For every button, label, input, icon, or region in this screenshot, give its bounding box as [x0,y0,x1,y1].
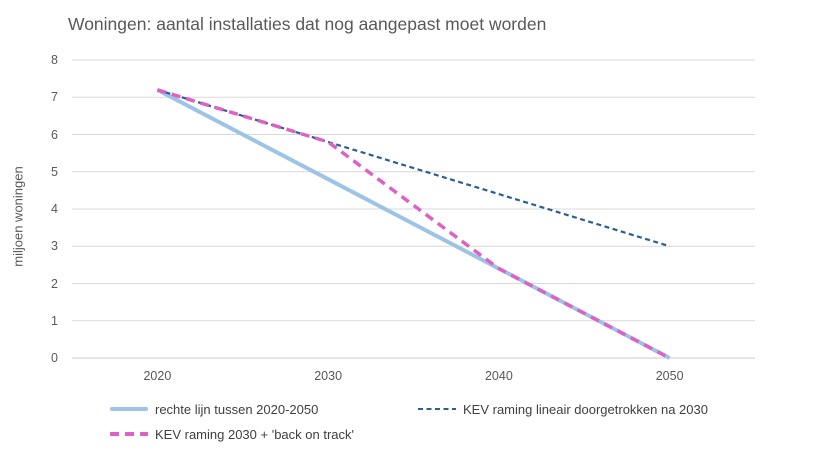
chart-title: Woningen: aantal installaties dat nog aa… [68,14,547,34]
y-tick-label: 4 [51,202,58,216]
x-tick-label: 2050 [655,369,684,383]
legend-label: KEV raming 2030 + 'back on track' [155,426,354,442]
x-tick-label: 2020 [143,369,172,383]
legend-label: KEV raming lineair doorgetrokken na 2030 [463,401,708,417]
y-tick-label: 7 [51,90,58,105]
y-tick-label: 3 [51,239,58,254]
legend-swatch-small-dashes [418,407,456,411]
y-tick-label: 6 [51,127,58,142]
y-tick-label: 5 [51,164,58,179]
legend-item-straight-line: rechte lijn tussen 2020-2050 [110,401,318,417]
y-tick-label: 2 [51,276,58,291]
legend-item-kev-linear: KEV raming lineair doorgetrokken na 2030 [418,401,708,417]
series-line-2 [156,88,671,360]
x-tick-label: 2030 [314,369,343,383]
x-tick-label: 2040 [484,369,513,383]
legend-swatch-solid-line [110,407,148,411]
y-tick-label: 1 [51,313,58,328]
y-tick-label: 0 [51,351,58,365]
legend-item-kev-back-on-track: KEV raming 2030 + 'back on track' [110,426,354,442]
series-line-1 [157,88,670,248]
y-tick-label: 8 [51,53,58,67]
legend-swatch-large-dashes [110,432,148,436]
legend-label: rechte lijn tussen 2020-2050 [155,401,319,417]
